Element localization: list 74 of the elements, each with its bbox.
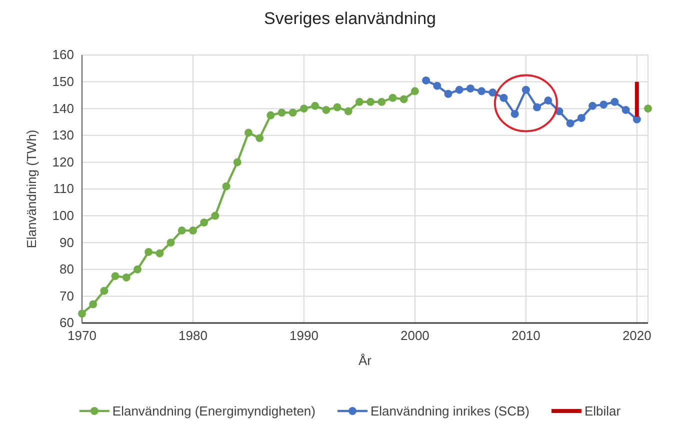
point	[622, 106, 630, 114]
point	[200, 218, 208, 226]
x-tick-label: 2020	[622, 328, 652, 344]
x-tick-label: 1980	[178, 328, 208, 344]
point	[510, 110, 519, 118]
y-tick-label: 150	[52, 74, 74, 89]
point	[378, 98, 386, 106]
point	[488, 88, 497, 97]
point	[288, 108, 297, 117]
x-axis-title: År	[358, 353, 372, 368]
point	[433, 82, 442, 90]
y-tick-label: 140	[52, 100, 74, 116]
point	[100, 286, 108, 295]
point	[333, 103, 342, 112]
point	[89, 300, 98, 308]
point	[600, 100, 608, 109]
point	[188, 226, 197, 235]
point	[111, 272, 120, 280]
point	[166, 238, 175, 247]
point	[466, 84, 474, 92]
y-tick-label: 60	[60, 315, 74, 330]
point	[366, 98, 375, 106]
x-tick-label: 1970	[68, 328, 96, 344]
y-tick-label: 130	[52, 128, 74, 143]
x-tick-label: 2000	[400, 328, 430, 344]
point	[178, 226, 186, 235]
chart-title: Sveriges elanvändning	[264, 9, 436, 28]
point	[244, 128, 252, 137]
point	[410, 87, 419, 96]
legend-label: Elanvändning (Energimyndigheten)	[112, 404, 316, 419]
point	[400, 95, 408, 104]
point	[355, 98, 364, 106]
point	[422, 76, 430, 84]
y-tick-label: 90	[60, 234, 74, 250]
x-tick-label: 1990	[290, 328, 318, 344]
point	[500, 94, 508, 102]
point	[566, 119, 574, 128]
point	[322, 106, 330, 114]
point	[533, 103, 542, 112]
point	[78, 310, 86, 318]
point	[388, 94, 397, 102]
point	[610, 98, 619, 106]
point	[122, 273, 130, 282]
point	[222, 182, 230, 190]
y-tick-label: 100	[52, 208, 74, 223]
legend-label: Elbilar	[584, 404, 622, 419]
y-tick-label: 80	[60, 262, 74, 277]
point	[588, 102, 597, 110]
point	[256, 134, 264, 142]
point	[455, 86, 464, 94]
point	[522, 86, 530, 94]
y-tick-label: 70	[60, 288, 74, 304]
point	[133, 265, 142, 274]
y-axis-title: Elanvändning (TWh)	[24, 130, 39, 248]
point	[144, 248, 153, 256]
point	[644, 104, 652, 113]
point	[544, 96, 552, 105]
point	[211, 212, 220, 220]
y-tick-label: 110	[53, 181, 74, 196]
point	[632, 115, 641, 124]
point	[478, 87, 486, 96]
legend-label: Elanvändning inrikes (SCB)	[370, 404, 530, 419]
point	[266, 111, 275, 120]
point	[300, 104, 308, 113]
y-tick-label: 120	[52, 154, 74, 170]
y-tick-label: 160	[52, 47, 74, 62]
point	[444, 90, 452, 98]
point	[577, 114, 586, 122]
point	[344, 107, 352, 116]
point	[156, 249, 164, 258]
x-tick-label: 2010	[511, 328, 540, 344]
point	[233, 158, 242, 166]
point	[311, 102, 320, 110]
point	[278, 108, 286, 117]
